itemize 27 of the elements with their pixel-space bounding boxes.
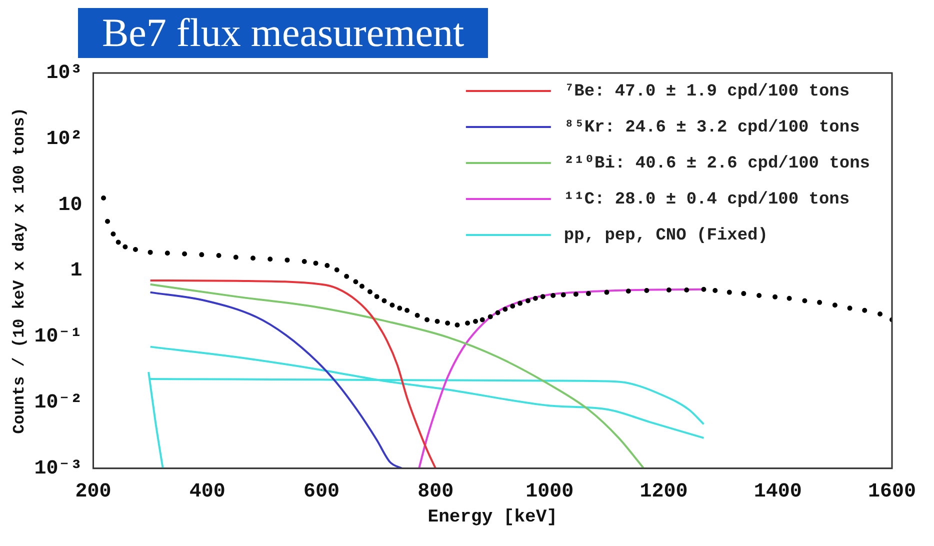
x-tick-label: 1200 [640, 480, 688, 504]
y-tick-label: 10² [46, 128, 82, 151]
y-tick-label: 10⁻³ [34, 457, 82, 480]
x-tick-label: 400 [189, 480, 226, 504]
y-tick-label: 10 [58, 194, 82, 217]
y-axis-title: Counts / (10 keV x day x 100 tons) [10, 107, 29, 434]
legend-label: ⁸⁵Kr: 24.6 ± 3.2 cpd/100 tons [564, 118, 860, 138]
y-tick-label: 10³ [46, 62, 82, 86]
line-series [149, 280, 437, 468]
x-tick-label: 600 [303, 480, 340, 504]
x-tick-label: 800 [418, 480, 454, 504]
legend-label: ²¹⁰Bi: 40.6 ± 2.6 cpd/100 tons [564, 154, 870, 174]
x-tick-label: 1000 [526, 480, 574, 504]
y-tick-label: 10⁻² [34, 392, 82, 415]
y-tick-label: 10⁻¹ [34, 326, 82, 349]
legend-label: ⁷Be: 47.0 ± 1.9 cpd/100 tons [564, 82, 850, 102]
chart-title: Be7 flux measurement [78, 8, 488, 58]
x-tick-label: 1600 [868, 480, 916, 504]
x-tick-label: 1400 [754, 480, 802, 504]
x-axis-title: Energy [keV] [428, 508, 558, 528]
legend-label: pp, pep, CNO (Fixed) [564, 226, 768, 246]
line-series [149, 291, 403, 468]
line-series [149, 346, 705, 439]
legend-label: ¹¹C: 28.0 ± 0.4 cpd/100 tons [564, 190, 850, 210]
line-series [149, 283, 645, 468]
y-tick-label: 1 [70, 260, 82, 283]
x-tick-label: 200 [75, 480, 112, 504]
